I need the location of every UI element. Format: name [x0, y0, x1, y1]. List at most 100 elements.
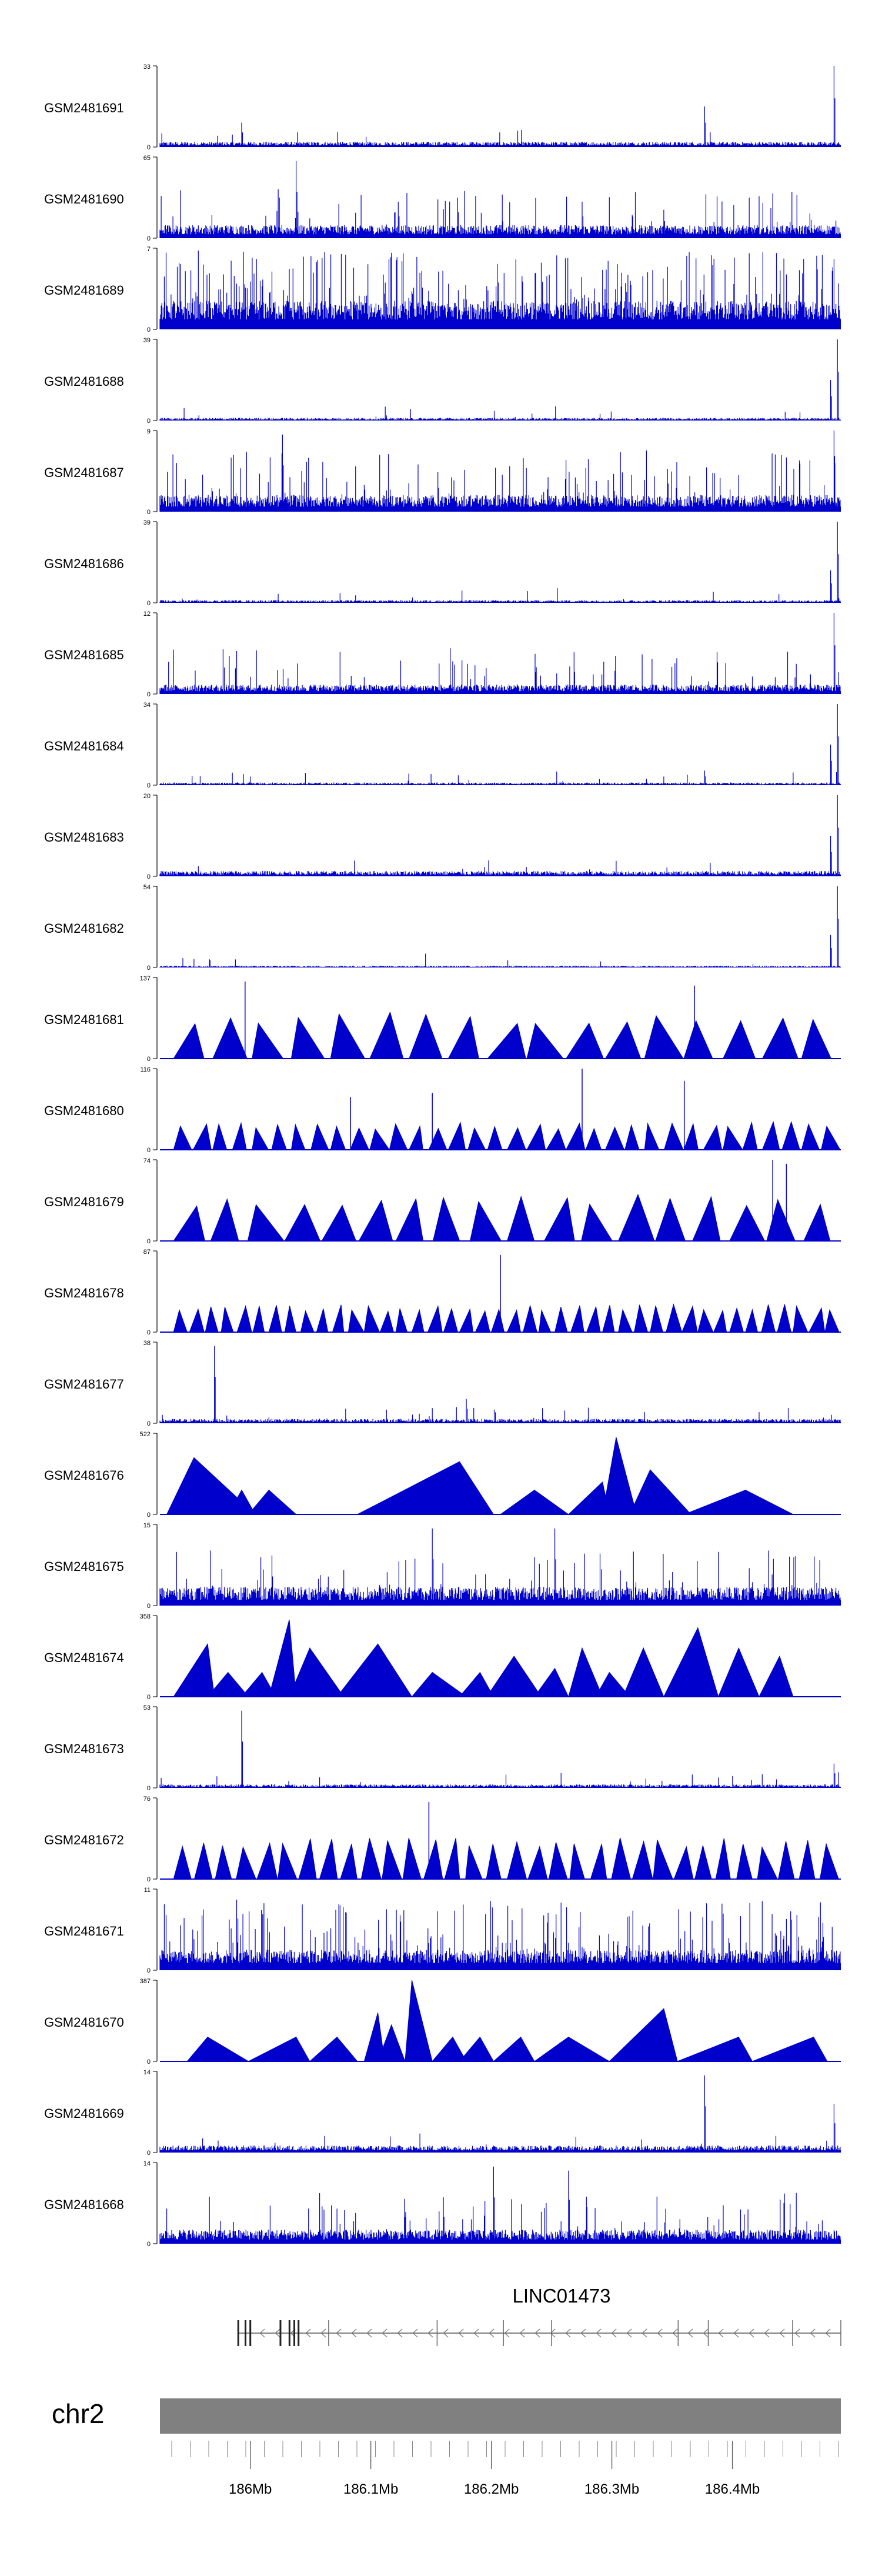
y-min-label: 0: [147, 1238, 151, 1245]
signal-baseline: [160, 1422, 841, 1423]
gene-label: LINC01473: [513, 2285, 611, 2307]
signal-peaks: [173, 1837, 839, 1880]
track-label: GSM2481669: [44, 2106, 124, 2121]
signal-baseline: [160, 506, 841, 512]
track: GSM2481672 76 0: [44, 1796, 841, 1883]
track-label: GSM2481672: [44, 1833, 124, 1847]
track: GSM2481679 74 0: [44, 1157, 841, 1245]
y-max-label: 76: [143, 1796, 151, 1803]
signal-baseline: [160, 1787, 841, 1788]
signal-tracks: GSM2481691330GSM2481690650GSM248168970GS…: [44, 64, 841, 2248]
signal-baseline: [160, 1600, 841, 1606]
signal-bars: [159, 2075, 841, 2153]
signal-spikes: [245, 981, 695, 1059]
signal-bars: [159, 66, 841, 147]
y-min-label: 0: [147, 1785, 151, 1792]
y-min-label: 0: [147, 509, 151, 516]
chromosome-label: chr2: [52, 2398, 104, 2429]
tick-label: 186Mb: [229, 2481, 272, 2497]
track-label: GSM2481681: [44, 1012, 124, 1027]
track-label: GSM2481679: [44, 1194, 124, 1209]
track: GSM2481676 522 0: [44, 1431, 841, 1519]
track: GSM2481684 34 0: [44, 702, 841, 789]
y-max-label: 54: [143, 884, 151, 891]
y-max-label: 7: [147, 246, 151, 253]
y-max-label: 9: [147, 428, 151, 435]
track-label: GSM2481670: [44, 2015, 124, 2030]
signal-peaks: [173, 1011, 832, 1059]
y-max-label: 14: [143, 2069, 151, 2076]
y-min-label: 0: [147, 2150, 151, 2157]
signal-peaks: [166, 1437, 794, 1515]
y-max-label: 522: [140, 1431, 151, 1438]
y-max-label: 33: [143, 64, 151, 71]
track-label: GSM2481675: [44, 1559, 124, 1574]
strand-chevrons: [259, 2328, 831, 2338]
y-max-label: 38: [143, 1340, 151, 1347]
signal-bars: [159, 613, 841, 694]
signal-baseline: [160, 419, 841, 421]
signal-baseline: [160, 875, 841, 876]
y-max-label: 87: [143, 1249, 151, 1256]
y-min-label: 0: [147, 1967, 151, 1974]
y-max-label: 65: [143, 155, 151, 162]
track: GSM2481678 87 0: [44, 1249, 841, 1336]
y-min-label: 0: [147, 235, 151, 242]
track: GSM2481689 7 0: [44, 246, 841, 333]
y-max-label: 137: [140, 975, 151, 982]
signal-bars: [159, 1710, 841, 1788]
y-min-label: 0: [147, 1603, 151, 1610]
signal-baseline: [160, 2150, 841, 2153]
track: GSM2481683 20 0: [44, 793, 841, 880]
y-min-label: 0: [147, 600, 151, 607]
y-min-label: 0: [147, 2058, 151, 2066]
y-max-label: 53: [143, 1704, 151, 1711]
signal-spikes: [350, 1069, 685, 1150]
track: GSM2481677 38 0: [44, 1340, 841, 1427]
signal-bars: [159, 161, 841, 238]
track-label: GSM2481684: [44, 739, 124, 753]
y-min-label: 0: [147, 782, 151, 789]
track: GSM2481675 15 0: [44, 1522, 841, 1610]
track-label: GSM2481683: [44, 830, 124, 845]
y-min-label: 0: [147, 2241, 151, 2248]
track-label: GSM2481688: [44, 374, 124, 389]
track-label: GSM2481676: [44, 1468, 124, 1483]
track-label: GSM2481685: [44, 648, 124, 662]
y-min-label: 0: [147, 326, 151, 333]
track-label: GSM2481673: [44, 1741, 124, 1756]
track: GSM2481682 54 0: [44, 884, 841, 972]
track: GSM2481690 65 0: [44, 155, 841, 242]
y-min-label: 0: [147, 1329, 151, 1336]
signal-baseline: [160, 602, 841, 603]
track: GSM2481685 12 0: [44, 610, 841, 698]
y-min-label: 0: [147, 873, 151, 880]
track: GSM2481668 14 0: [44, 2160, 841, 2248]
track: GSM2481686 39 0: [44, 519, 841, 607]
track-label: GSM2481668: [44, 2197, 124, 2212]
track: GSM2481691 33 0: [44, 64, 841, 151]
signal-bars: [159, 886, 841, 967]
signal-baseline: [160, 234, 841, 238]
track-label: GSM2481687: [44, 465, 124, 480]
track: GSM2481674 358 0: [44, 1613, 841, 1701]
tick-label: 186.4Mb: [705, 2481, 760, 2497]
y-min-label: 0: [147, 144, 151, 151]
y-max-label: 20: [143, 793, 151, 800]
y-min-label: 0: [147, 1056, 151, 1063]
signal-bars: [159, 522, 841, 603]
signal-baseline: [160, 691, 841, 694]
signal-peaks: [173, 1120, 841, 1150]
signal-bars: [159, 795, 841, 876]
signal-peaks: [186, 1980, 828, 2062]
y-max-label: 12: [143, 610, 151, 618]
track-label: GSM2481686: [44, 556, 124, 571]
track: GSM2481673 53 0: [44, 1704, 841, 1792]
y-max-label: 34: [143, 702, 151, 709]
track: GSM2481671 11 0: [44, 1887, 841, 1974]
tick-label: 186.3Mb: [584, 2481, 639, 2497]
signal-peaks: [173, 1619, 794, 1697]
signal-bars: [159, 251, 841, 329]
genome-axis: 186Mb 186.1Mb 186.2Mb 186.3Mb 186.4Mb: [171, 2441, 839, 2497]
